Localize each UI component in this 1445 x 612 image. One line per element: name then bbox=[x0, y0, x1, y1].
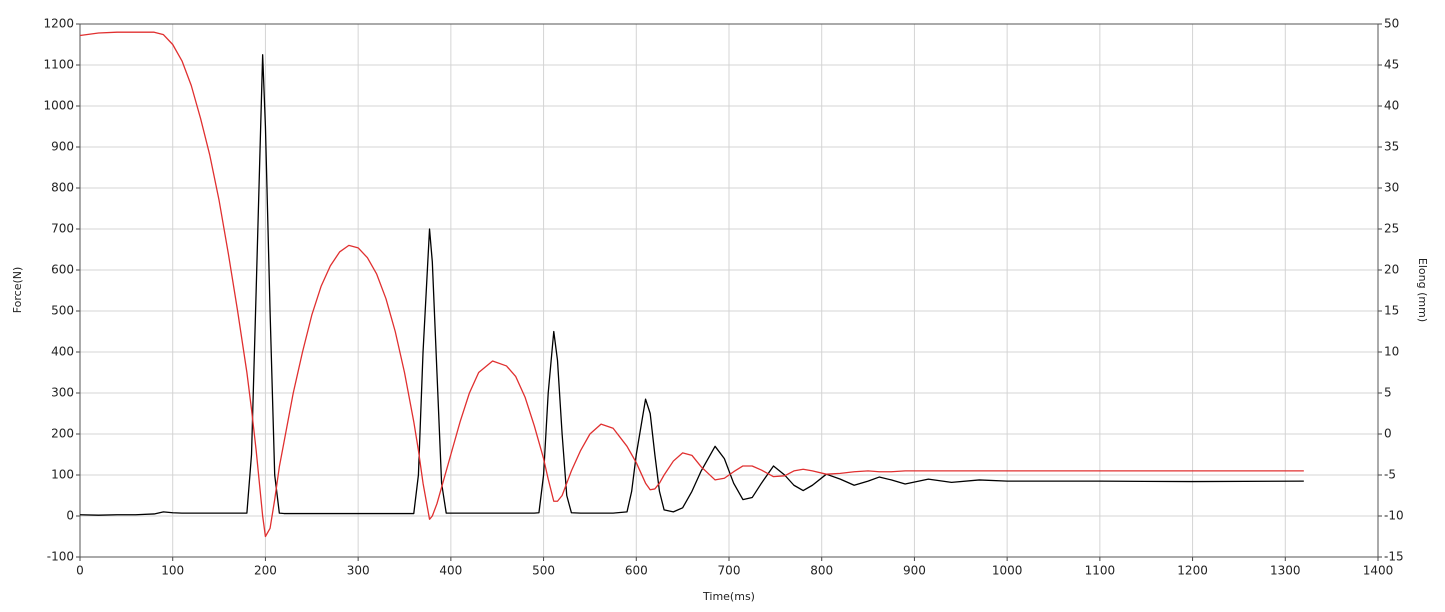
y-tick-label: 200 bbox=[51, 427, 74, 441]
y2-tick-label: 15 bbox=[1384, 304, 1399, 318]
y2-tick-label: 5 bbox=[1384, 386, 1392, 400]
y-tick-label: 1100 bbox=[43, 58, 74, 72]
y-tick-label: 900 bbox=[51, 140, 74, 154]
y2-tick-label: -10 bbox=[1384, 509, 1404, 523]
x-tick-label: 1200 bbox=[1177, 564, 1208, 578]
y-tick-label: 1200 bbox=[43, 17, 74, 31]
y2-tick-label: 50 bbox=[1384, 17, 1399, 31]
x-tick-label: 0 bbox=[76, 564, 84, 578]
y-tick-label: 700 bbox=[51, 222, 74, 236]
y2-tick-label: 45 bbox=[1384, 58, 1399, 72]
x-tick-label: 900 bbox=[903, 564, 926, 578]
y2-tick-label: 0 bbox=[1384, 427, 1392, 441]
y-tick-label: 600 bbox=[51, 263, 74, 277]
y-tick-label: 500 bbox=[51, 304, 74, 318]
y2-tick-label: 40 bbox=[1384, 99, 1399, 113]
plot-border bbox=[79, 23, 1379, 558]
y-tick-label: 300 bbox=[51, 386, 74, 400]
y2-tick-label: 20 bbox=[1384, 263, 1399, 277]
y-tick-label: 1000 bbox=[43, 99, 74, 113]
y2-tick-label: -5 bbox=[1384, 468, 1396, 482]
y-tick-label: 800 bbox=[51, 181, 74, 195]
y2-tick-label: 10 bbox=[1384, 345, 1399, 359]
x-tick-label: 1100 bbox=[1085, 564, 1116, 578]
x-tick-label: 100 bbox=[161, 564, 184, 578]
y2-tick-label: 35 bbox=[1384, 140, 1399, 154]
y2-axis-title: Elong (mm) bbox=[1416, 258, 1429, 322]
x-tick-label: 200 bbox=[254, 564, 277, 578]
y-tick-label: 100 bbox=[51, 468, 74, 482]
x-tick-label: 1400 bbox=[1363, 564, 1394, 578]
x-tick-label: 1300 bbox=[1270, 564, 1301, 578]
x-tick-label: 700 bbox=[718, 564, 741, 578]
y-tick-label: 0 bbox=[66, 509, 74, 523]
x-tick-label: 600 bbox=[625, 564, 648, 578]
y-tick-label: -100 bbox=[47, 550, 74, 564]
y-axis-title: Force(N) bbox=[11, 267, 24, 314]
data-line bbox=[79, 31, 1304, 538]
x-tick-label: 300 bbox=[347, 564, 370, 578]
x-tick-label: 1000 bbox=[992, 564, 1023, 578]
x-tick-label: 800 bbox=[810, 564, 833, 578]
x-tick-label: 400 bbox=[439, 564, 462, 578]
data-line bbox=[79, 54, 1304, 516]
y2-tick-label: -15 bbox=[1384, 550, 1404, 564]
y-tick-label: 400 bbox=[51, 345, 74, 359]
x-tick-label: 500 bbox=[532, 564, 555, 578]
y2-tick-label: 25 bbox=[1384, 222, 1399, 236]
y2-tick-label: 30 bbox=[1384, 181, 1399, 195]
x-axis-title: Time(ms) bbox=[702, 590, 755, 603]
